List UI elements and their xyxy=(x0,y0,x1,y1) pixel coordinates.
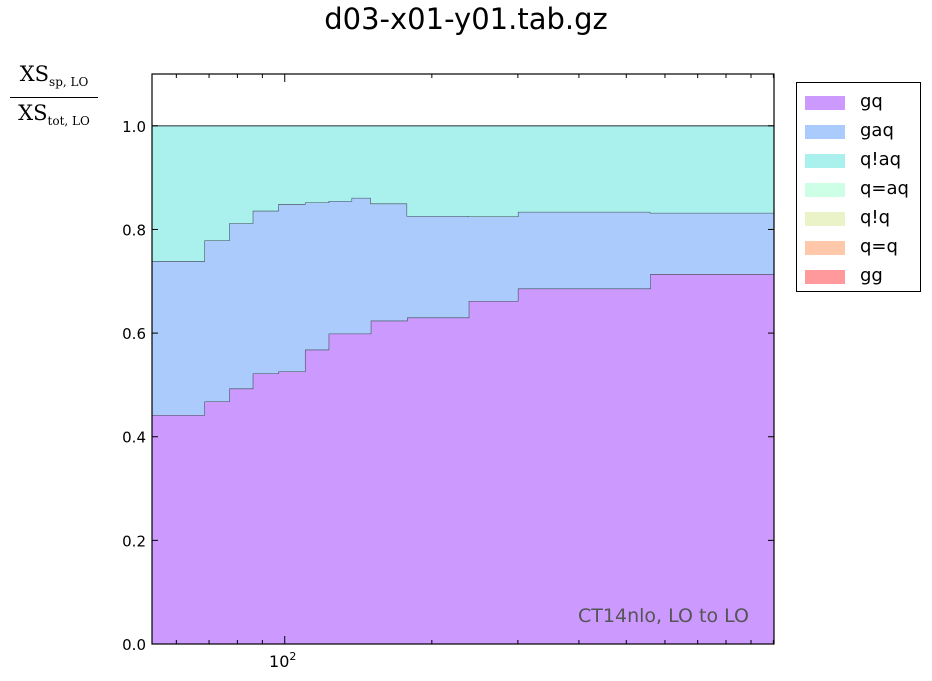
y-tick-label: 0.8 xyxy=(122,221,146,239)
legend-label: q=q xyxy=(860,236,898,257)
y-tick-label: 0.4 xyxy=(122,429,146,447)
legend-label: q!aq xyxy=(860,149,902,170)
area-gq xyxy=(152,274,774,644)
legend-swatch xyxy=(805,154,845,168)
chart-title: d03-x01-y01.tab.gz xyxy=(324,2,608,36)
legend-label: q!q xyxy=(860,207,891,228)
y-label-den-sub: tot, LO xyxy=(47,114,90,129)
y-tick-label: 0.2 xyxy=(122,532,146,550)
legend-swatch xyxy=(805,270,845,284)
y-label-num-sub: sp, LO xyxy=(49,75,89,90)
legend-label: gaq xyxy=(860,120,894,141)
legend-label: gg xyxy=(860,265,883,286)
legend-swatch xyxy=(805,96,845,110)
y-label-num-main: XS xyxy=(19,62,50,86)
area-gaq xyxy=(152,197,774,415)
y-tick-label: 1.0 xyxy=(122,118,146,136)
area-q!aq xyxy=(152,125,774,262)
y-label-numerator: XSsp, LO xyxy=(8,62,100,94)
fraction-bar xyxy=(10,97,98,99)
y-tick-label: 0.6 xyxy=(122,325,146,343)
x-tick-label: 102 xyxy=(269,650,296,671)
legend-label: gq xyxy=(860,91,883,112)
legend-swatch xyxy=(805,241,845,255)
legend-swatch xyxy=(805,125,845,139)
y-label-denominator: XStot, LO xyxy=(8,101,100,133)
legend: gq gaq q!aq q=aq q!q q=q gg xyxy=(796,82,921,292)
plot-frame xyxy=(151,73,775,645)
y-label-den-main: XS xyxy=(18,101,48,126)
x-tick-exponent: 2 xyxy=(289,650,296,663)
chart-annotation: CT14nlo, LO to LO xyxy=(578,605,749,627)
y-axis-label: XSsp, LO XStot, LO xyxy=(8,62,100,133)
legend-swatch xyxy=(805,212,845,226)
y-tick-label: 0.0 xyxy=(122,636,146,654)
legend-label: q=aq xyxy=(860,178,909,199)
legend-swatch xyxy=(805,183,845,197)
